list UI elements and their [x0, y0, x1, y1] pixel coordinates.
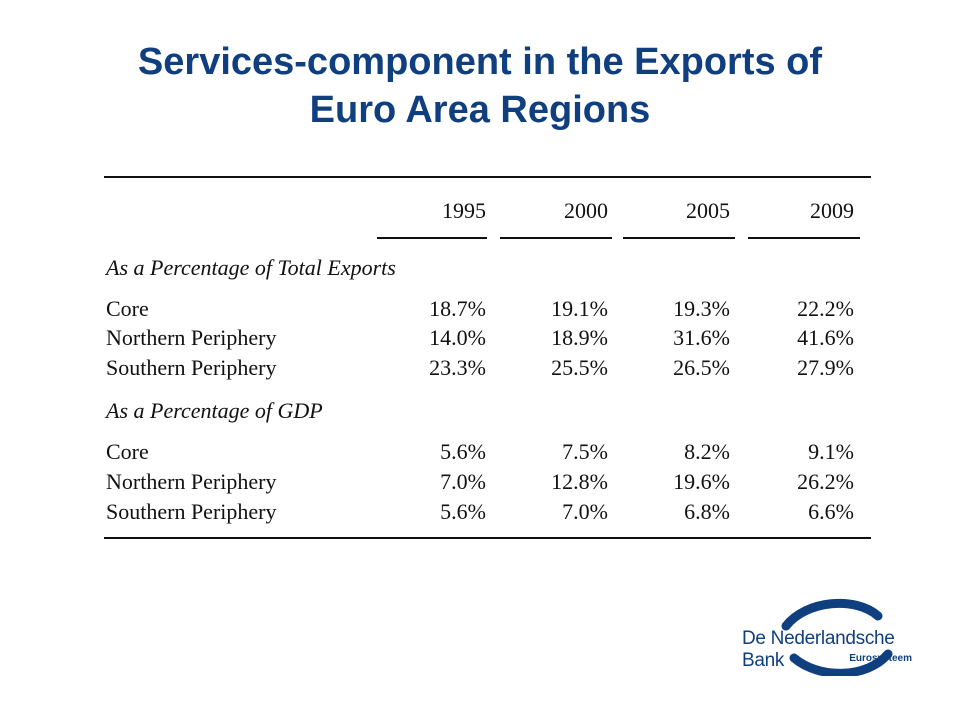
table-cell: 12.8%: [551, 469, 608, 494]
year-header-2005: 2005: [686, 198, 730, 223]
table-cell: 41.6%: [797, 325, 854, 350]
table-cell: 23.3%: [429, 355, 486, 380]
table-cell: 5.6%: [440, 499, 486, 524]
dnb-logo: De Nederlandsche Bank Eurosysteem: [738, 598, 928, 676]
table-cell: 19.6%: [673, 469, 730, 494]
dnb-arc-icon: [781, 598, 893, 676]
table-cell: 18.9%: [551, 325, 608, 350]
table-cell: 26.2%: [797, 469, 854, 494]
table-cell: 25.5%: [551, 355, 608, 380]
table-cell: 26.5%: [673, 355, 730, 380]
table-cell: 18.7%: [429, 296, 486, 321]
year-header-2000: 2000: [564, 198, 608, 223]
table-cell: 14.0%: [429, 325, 486, 350]
logo-subtitle: Eurosysteem: [849, 653, 912, 664]
section-heading-total-exports: As a Percentage of Total Exports: [106, 255, 396, 280]
slide-title: Services-component in the Exports of Eur…: [0, 38, 960, 134]
year-header-2009: 2009: [810, 198, 854, 223]
table-cell: 19.3%: [673, 296, 730, 321]
row-label: Core: [106, 296, 149, 321]
row-label: Southern Periphery: [106, 499, 277, 524]
table-cell: 19.1%: [551, 296, 608, 321]
table-cell: 7.5%: [562, 439, 608, 464]
logo-name: De Nederlandsche Bank: [742, 628, 895, 671]
table-top-rule: [104, 176, 871, 178]
column-rule-2000: [500, 237, 612, 239]
column-rule-2005: [623, 237, 735, 239]
table-cell: 22.2%: [797, 296, 854, 321]
table-cell: 31.6%: [673, 325, 730, 350]
column-rule-2009: [748, 237, 860, 239]
table-cell: 6.6%: [808, 499, 854, 524]
table-cell: 27.9%: [797, 355, 854, 380]
table-cell: 7.0%: [440, 469, 486, 494]
table-cell: 9.1%: [808, 439, 854, 464]
title-line-1: Services-component in the Exports of: [137, 41, 823, 83]
section-heading-gdp: As a Percentage of GDP: [106, 398, 323, 423]
row-label: Northern Periphery: [106, 325, 277, 350]
title-line-2: Euro Area Regions: [309, 89, 651, 131]
table-cell: 5.6%: [440, 439, 486, 464]
row-label: Core: [106, 439, 149, 464]
row-label: Southern Periphery: [106, 355, 277, 380]
row-label: Northern Periphery: [106, 469, 277, 494]
column-rule-1995: [377, 237, 487, 239]
table-cell: 6.8%: [684, 499, 730, 524]
table-bottom-rule: [104, 537, 871, 539]
year-header-1995: 1995: [442, 198, 486, 223]
table-cell: 7.0%: [562, 499, 608, 524]
table-cell: 8.2%: [684, 439, 730, 464]
